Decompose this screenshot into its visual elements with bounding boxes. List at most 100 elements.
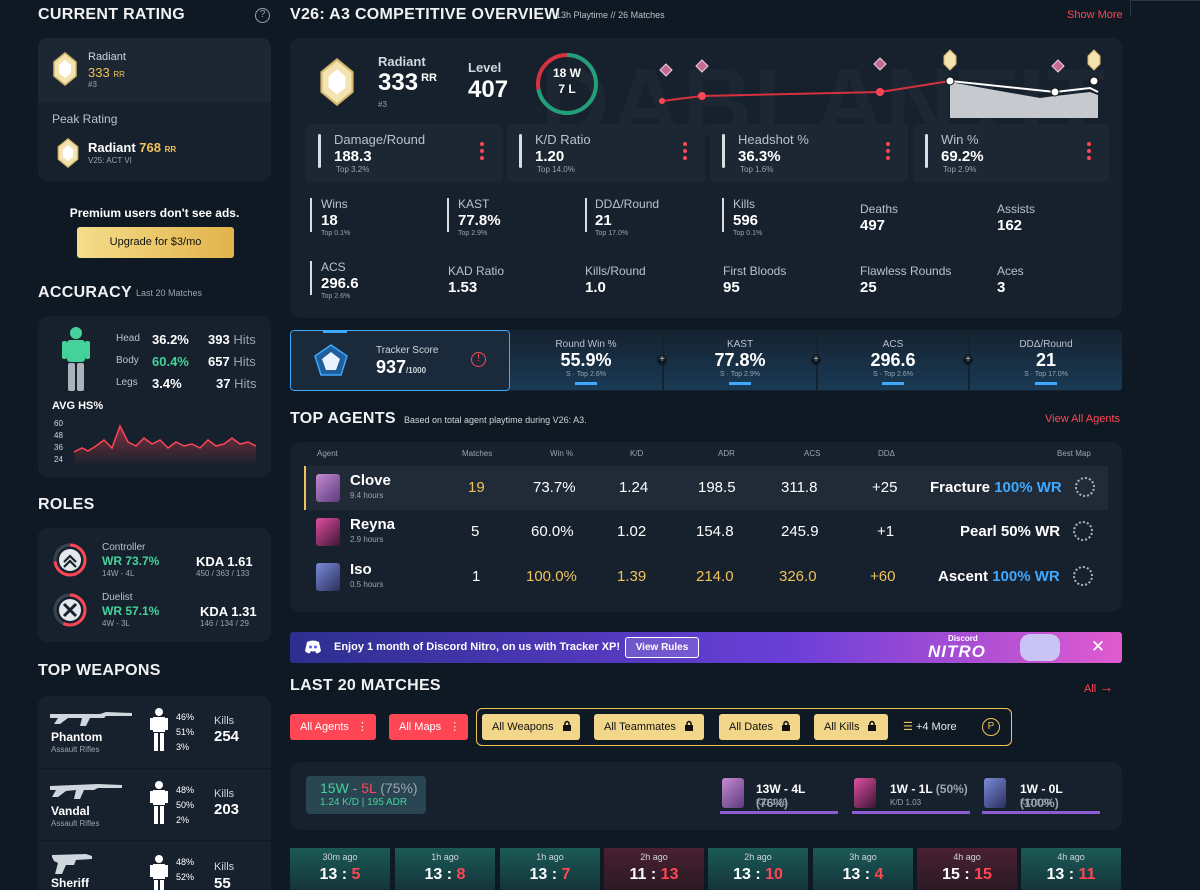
- agent-summary[interactable]: 1W - 1L (50%) K/D 1.03: [852, 776, 970, 814]
- match-tile[interactable]: 30m ago 13 : 5: [290, 848, 390, 890]
- lock-icon: [562, 720, 571, 731]
- damage-round-stat[interactable]: Damage/Round 188.3 Top 3.2%: [306, 124, 502, 182]
- agent-summary[interactable]: 1W - 0L (100%) K/D 1.39: [982, 776, 1100, 814]
- agent-row-iso[interactable]: Iso 0.5 hours 1 100.0% 1.39 214.0 326.0 …: [304, 555, 1108, 599]
- all-matches-link[interactable]: All →: [1084, 679, 1114, 695]
- top-agents-title: TOP AGENTS: [290, 410, 396, 427]
- headshot-stat[interactable]: Headshot % 36.3% Top 1.6%: [710, 124, 908, 182]
- agent-row-reyna[interactable]: Reyna 2.9 hours 5 60.0% 1.02 154.8 245.9…: [304, 510, 1108, 554]
- agent-acs: 311.8: [781, 479, 818, 496]
- info-icon[interactable]: !: [471, 352, 486, 367]
- match-tile[interactable]: 2h ago 13 : 10: [708, 848, 808, 890]
- match-tile[interactable]: 2h ago 11 : 13: [604, 848, 704, 890]
- lock-icon: [684, 720, 693, 731]
- agent-win: 100.0%: [526, 568, 577, 585]
- agent-kd: 1.02: [617, 523, 647, 540]
- premium-badge-icon: P: [982, 718, 1000, 736]
- close-icon[interactable]: ✕: [1090, 637, 1106, 656]
- agent-win: 73.7%: [533, 479, 576, 496]
- overview-position: #3: [378, 100, 387, 109]
- current-rating-card: Radiant 333 RR #3 Peak Rating Radiant 76…: [38, 38, 271, 181]
- show-more-link[interactable]: Show More: [1067, 9, 1123, 21]
- match-score: 13 : 11: [1046, 866, 1096, 883]
- weapon-type: Assault Rifles: [51, 745, 100, 754]
- role-name: Controller: [102, 542, 146, 553]
- agent-row-clove[interactable]: Clove 9.4 hours 19 73.7% 1.24 198.5 311.…: [304, 466, 1108, 510]
- kd-ratio-stat[interactable]: K/D Ratio 1.20 Top 14.0%: [507, 124, 705, 182]
- peak-act: V25: ACT VI: [88, 156, 132, 165]
- match-score: 13 : 4: [842, 866, 884, 883]
- match-tile[interactable]: 4h ago 13 : 11: [1021, 848, 1121, 890]
- upgrade-button[interactable]: Upgrade for $3/mo: [77, 227, 234, 258]
- overview-title: V26: A3 COMPETITIVE OVERVIEW: [290, 6, 560, 23]
- match-score: 13 : 10: [733, 866, 783, 883]
- agent-hours: 0.5 hours: [350, 580, 384, 589]
- more-options-icon[interactable]: [886, 142, 890, 162]
- win-pct-stat[interactable]: Win % 69.2% Top 2.9%: [913, 124, 1109, 182]
- help-icon[interactable]: ?: [255, 8, 270, 23]
- hs-sparkline: [74, 424, 257, 466]
- match-tile[interactable]: 3h ago 13 : 4: [813, 848, 913, 890]
- body-figure-icon: [62, 327, 90, 391]
- win-loss-ring: [536, 53, 598, 115]
- weapon-row[interactable]: Phantom Assault Rifles 46% 51% 3% Kills 25…: [38, 696, 271, 768]
- stat-label: Wins: [321, 197, 348, 211]
- acc-head-label: Head: [116, 333, 140, 344]
- weapon-kills: 254: [214, 728, 240, 745]
- peak-rank: Radiant 768 RR: [88, 140, 177, 155]
- matches-summary-card: 15W - 5L (75%) 1.24 K/D | 195 ADR 13W - …: [290, 762, 1122, 830]
- match-tile[interactable]: 1h ago 13 : 7: [500, 848, 600, 890]
- stat-sub: Top 0.1%: [321, 230, 351, 237]
- overview-meta: 13h Playtime // 26 Matches: [556, 10, 665, 20]
- more-options-icon[interactable]: [683, 142, 687, 162]
- filter-icon: ☰: [903, 721, 913, 733]
- more-options-icon[interactable]: [1087, 142, 1091, 162]
- match-time: 1h ago: [536, 852, 564, 862]
- agent-win: 60.0%: [531, 523, 574, 540]
- weapon-name: Sheriff: [51, 876, 90, 890]
- stat-sub: Top 2.9%: [458, 230, 488, 237]
- match-time: 1h ago: [431, 852, 459, 862]
- more-filters-button[interactable]: ☰ +4 More: [903, 721, 957, 733]
- radiant-rank-icon: [53, 52, 77, 86]
- stat-value: 77.8%: [458, 212, 501, 229]
- match-time: 4h ago: [953, 852, 981, 862]
- stat-label: KAD Ratio: [448, 264, 505, 278]
- discord-nitro-banner[interactable]: Enjoy 1 month of Discord Nitro, on us wi…: [290, 632, 1122, 663]
- more-options-icon[interactable]: [480, 142, 484, 162]
- match-tile[interactable]: 1h ago 13 : 8: [395, 848, 495, 890]
- view-all-agents-link[interactable]: View All Agents: [1045, 413, 1121, 425]
- stat-sub: Top 17.0%: [595, 230, 629, 237]
- stat-value: 1.53: [448, 279, 478, 296]
- weapon-row[interactable]: Sheriff 48% 52% Kills 55: [38, 840, 271, 890]
- acs-cell[interactable]: ACS 296.6 S · Top 2.6%: [818, 330, 968, 390]
- filter-all-agents[interactable]: All Agents ⋮: [290, 714, 376, 740]
- agent-summary[interactable]: 13W - 4L (76%) K/D 1.25: [720, 776, 838, 814]
- dd-round-cell[interactable]: DDΔ/Round 21 S · Top 17.0%: [970, 330, 1122, 390]
- iso-avatar: [984, 778, 1006, 808]
- agent-adr: 214.0: [696, 568, 734, 585]
- weapon-row[interactable]: Vandal Assault Rifles 48% 50% 2% Kills 203: [38, 768, 271, 840]
- round-win-cell[interactable]: Round Win % 55.9% S · Top 2.6%: [510, 330, 662, 390]
- top-agents-subtitle: Based on total agent playtime during V26…: [404, 415, 587, 425]
- acc-legs-label: Legs: [116, 377, 138, 388]
- agent-adr: 154.8: [696, 523, 734, 540]
- kast-cell[interactable]: KAST 77.8% S · Top 2.9%: [664, 330, 816, 390]
- role-wr: WR 57.1%: [102, 604, 160, 618]
- view-rules-button[interactable]: View Rules: [625, 637, 699, 658]
- discord-icon: [305, 640, 321, 654]
- rank-rr: 333 RR: [88, 65, 125, 80]
- stat-value: 1.0: [585, 279, 606, 296]
- filter-all-weapons[interactable]: All Weapons: [482, 714, 580, 740]
- filter-all-teammates[interactable]: All Teammates: [594, 714, 704, 740]
- match-tile[interactable]: 4h ago 15 : 15: [917, 848, 1017, 890]
- agent-matches: 19: [468, 479, 485, 496]
- tracker-score-box[interactable]: Tracker Score 937/1000 !: [290, 330, 510, 391]
- match-time: 2h ago: [640, 852, 668, 862]
- acc-body-label: Body: [116, 355, 139, 366]
- weapon-hit-dist: 46% 51% 3%: [176, 712, 195, 752]
- match-time: 3h ago: [849, 852, 877, 862]
- filter-all-kills[interactable]: All Kills: [814, 714, 888, 740]
- filter-all-maps[interactable]: All Maps ⋮: [389, 714, 468, 740]
- filter-all-dates[interactable]: All Dates: [719, 714, 800, 740]
